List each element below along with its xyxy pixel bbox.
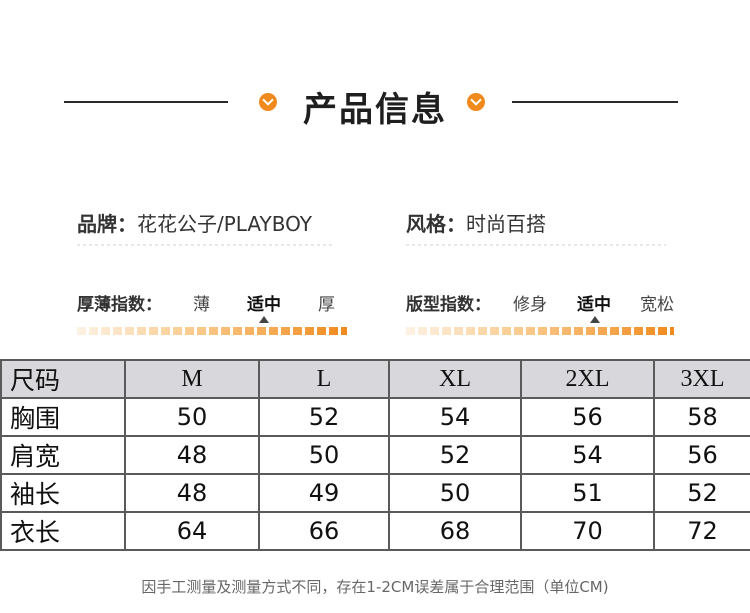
table-cell: 50 xyxy=(124,397,260,437)
fit-option-regular: 适中 xyxy=(577,295,611,315)
row-label: 袖长 xyxy=(0,473,126,513)
table-cell: 70 xyxy=(520,511,655,551)
table-header-cell: 2XL xyxy=(520,359,655,399)
title-line-left xyxy=(64,101,228,103)
table-row: 袖长 48 49 50 51 52 xyxy=(0,473,750,513)
title-line-right xyxy=(512,101,678,103)
table-cell: 72 xyxy=(653,511,750,551)
fit-option-slim: 修身 xyxy=(513,295,547,315)
table-cell: 52 xyxy=(653,473,750,513)
divider xyxy=(77,244,332,246)
table-row: 衣长 64 66 68 70 72 xyxy=(0,511,750,551)
table-cell: 54 xyxy=(520,435,655,475)
table-header-cell: L xyxy=(258,359,390,399)
section-title: 产品信息 xyxy=(303,90,447,130)
table-cell: 50 xyxy=(258,435,390,475)
row-label: 胸围 xyxy=(0,397,126,437)
table-row: 肩宽 48 50 52 54 56 xyxy=(0,435,750,475)
thickness-option-thin: 薄 xyxy=(193,295,210,315)
selection-marker-icon xyxy=(259,316,269,323)
thickness-option-medium: 适中 xyxy=(247,295,281,315)
fit-label: 版型指数： xyxy=(406,295,491,315)
table-header-cell: XL xyxy=(388,359,522,399)
table-cell: 56 xyxy=(653,435,750,475)
table-cell: 68 xyxy=(388,511,522,551)
measurement-note: 因手工测量及测量方式不同，存在1-2CM误差属于合理范围（单位CM) xyxy=(141,578,609,596)
brand-label: 品牌： xyxy=(77,212,137,236)
thickness-option-thick: 厚 xyxy=(318,295,335,315)
size-table: 尺码 M L XL 2XL 3XL 胸围 50 52 54 56 58 肩宽 4… xyxy=(0,359,750,551)
style-value: 时尚百搭 xyxy=(466,212,546,236)
style-info: 风格：时尚百搭 xyxy=(406,208,546,237)
table-cell: 56 xyxy=(520,397,655,437)
table-cell: 66 xyxy=(258,511,390,551)
row-label: 衣长 xyxy=(0,511,126,551)
selection-marker-icon xyxy=(590,316,600,323)
brand-info: 品牌：花花公子/PLAYBOY xyxy=(77,208,312,237)
table-header-row: 尺码 M L XL 2XL 3XL xyxy=(0,359,750,399)
table-header-cell: 3XL xyxy=(653,359,750,399)
style-label: 风格： xyxy=(406,212,466,236)
table-cell: 48 xyxy=(124,435,260,475)
thickness-label: 厚薄指数： xyxy=(77,295,162,315)
brand-value: 花花公子/PLAYBOY xyxy=(137,212,312,236)
table-cell: 64 xyxy=(124,511,260,551)
table-cell: 51 xyxy=(520,473,655,513)
table-cell: 50 xyxy=(388,473,522,513)
table-cell: 49 xyxy=(258,473,390,513)
table-header-cell: 尺码 xyxy=(0,359,126,399)
fit-scale-bar xyxy=(406,327,674,335)
table-cell: 54 xyxy=(388,397,522,437)
divider xyxy=(406,244,666,246)
table-row: 胸围 50 52 54 56 58 xyxy=(0,397,750,437)
fit-option-loose: 宽松 xyxy=(640,295,674,315)
table-cell: 48 xyxy=(124,473,260,513)
table-header-cell: M xyxy=(124,359,260,399)
table-cell: 52 xyxy=(258,397,390,437)
row-label: 肩宽 xyxy=(0,435,126,475)
thickness-scale-bar xyxy=(77,327,347,335)
chevron-down-icon xyxy=(259,93,277,111)
table-cell: 52 xyxy=(388,435,522,475)
chevron-down-icon xyxy=(467,93,485,111)
table-cell: 58 xyxy=(653,397,750,437)
